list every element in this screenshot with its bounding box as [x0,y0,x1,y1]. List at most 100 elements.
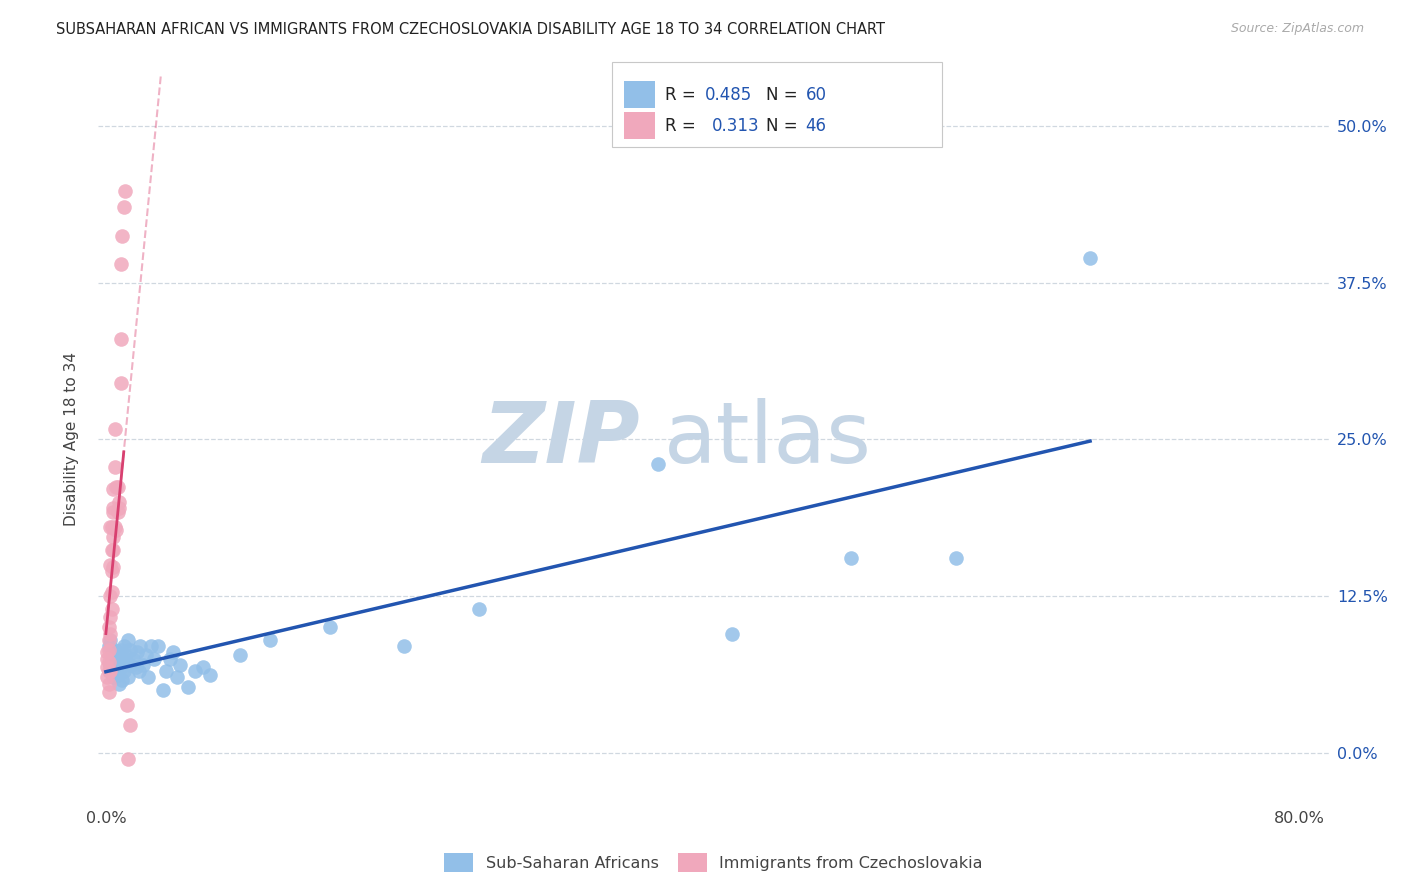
Point [103,656,125,670]
Text: atlas: atlas [665,398,872,481]
Point [112,639,135,653]
Point [103,505,125,519]
Point [318,620,340,634]
Point [117,632,139,647]
Point [127,645,149,659]
Text: SUBSAHARAN AFRICAN VS IMMIGRANTS FROM CZECHOSLOVAKIA DISABILITY AGE 18 TO 34 COR: SUBSAHARAN AFRICAN VS IMMIGRANTS FROM CZ… [56,22,886,37]
Point [105,480,128,494]
Point [105,660,128,674]
Point [114,648,136,662]
Point [103,501,125,516]
Point [467,601,489,615]
Point [118,718,141,732]
Text: N =: N = [766,86,803,103]
Text: 46: 46 [806,117,827,135]
Point [118,643,141,657]
Point [117,752,139,766]
Point [96,645,118,659]
Text: Source: ZipAtlas.com: Source: ZipAtlas.com [1230,22,1364,36]
Point [97,620,120,634]
Text: R =: R = [665,117,706,135]
Text: 0.313: 0.313 [711,117,759,135]
Point [105,648,128,662]
Point [103,483,125,497]
Point [1078,251,1101,265]
Point [146,639,169,653]
Point [98,589,121,603]
Point [115,656,138,670]
Point [96,670,118,684]
Legend: Sub-Saharan Africans, Immigrants from Czechoslovakia: Sub-Saharan Africans, Immigrants from Cz… [437,847,990,879]
Point [177,681,200,695]
Point [101,585,124,599]
Text: ZIP: ZIP [482,398,640,481]
Point [129,639,152,653]
Point [107,668,129,682]
Point [97,643,120,657]
Point [108,495,131,509]
Point [96,651,118,665]
Point [155,664,177,678]
Point [96,660,118,674]
Point [103,645,125,659]
Point [97,632,120,647]
Point [111,651,134,665]
Point [120,657,142,672]
Text: N =: N = [766,117,803,135]
Point [104,651,127,665]
Point [110,660,132,674]
Point [200,668,222,682]
Point [104,520,127,534]
Point [98,664,121,678]
Point [98,657,121,672]
Point [841,551,863,566]
Point [647,458,669,472]
Point [139,639,162,653]
Point [108,651,131,665]
Point [104,664,127,678]
Point [152,683,174,698]
Point [103,530,125,544]
Point [104,422,127,436]
Point [107,505,129,519]
Point [98,558,121,572]
Point [108,501,131,516]
Point [128,664,150,678]
Point [110,332,132,346]
Point [117,670,139,684]
Point [97,677,120,691]
Point [159,651,181,665]
Point [191,660,214,674]
Point [392,639,415,653]
Text: R =: R = [665,86,702,103]
Point [98,626,121,640]
Point [108,677,131,691]
Point [101,651,124,665]
Point [125,660,148,674]
Text: 0.485: 0.485 [704,86,752,103]
Point [162,645,184,659]
Point [135,648,157,662]
Point [945,551,967,566]
Text: 60: 60 [806,86,827,103]
Point [110,376,132,390]
Point [104,643,127,657]
Point [101,542,124,557]
Y-axis label: Disability Age 18 to 34: Disability Age 18 to 34 [65,352,79,526]
Point [166,670,188,684]
Point [103,560,125,574]
Point [97,664,120,678]
Point [107,645,129,659]
Point [104,459,127,474]
Point [112,664,135,678]
Point [110,643,132,657]
Point [721,626,744,640]
Point [114,184,136,198]
Point [98,520,121,534]
Point [111,673,134,687]
Point [97,685,120,699]
Point [121,651,143,665]
Point [101,664,124,678]
Point [97,656,120,670]
Point [103,542,125,557]
